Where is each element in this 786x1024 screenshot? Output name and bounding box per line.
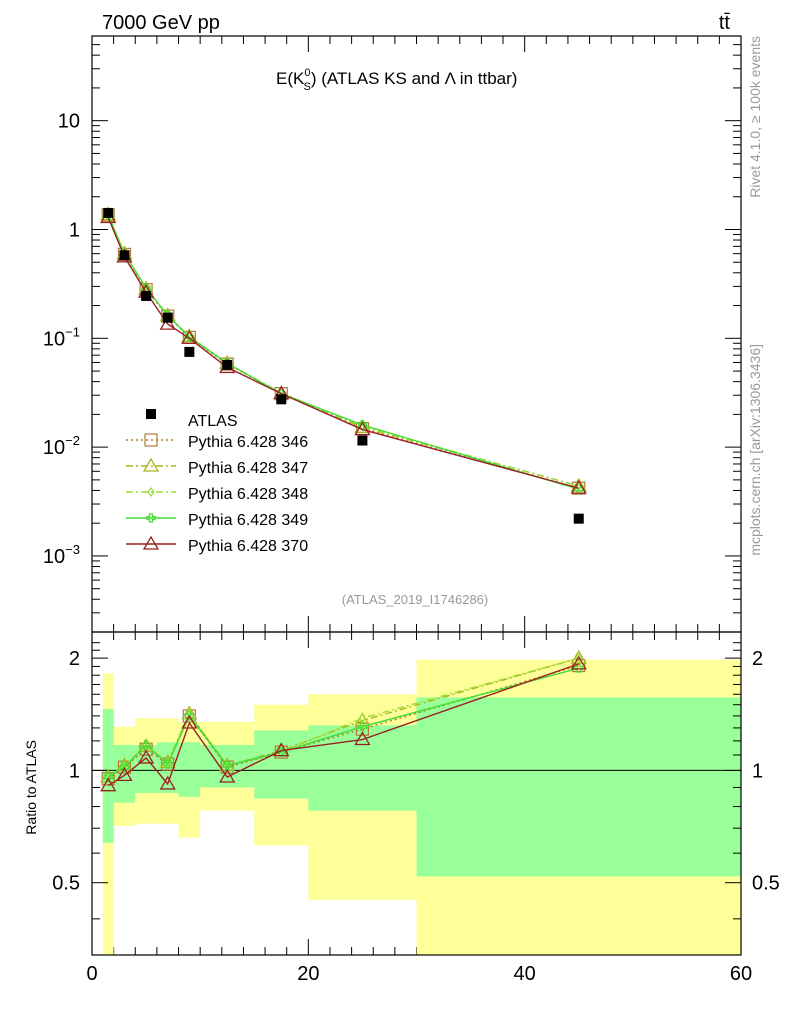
band-green [102, 709, 114, 843]
marker-cross [163, 759, 173, 769]
band-green [178, 742, 201, 797]
data-point [573, 513, 584, 524]
marker-diamond [575, 653, 583, 664]
legend-label-data: ATLAS [188, 413, 238, 430]
y-tick-label-base: 10 [43, 328, 65, 350]
plot-title: E(K0 S) (ATLAS KS and Λ in ttbar) [276, 67, 517, 93]
marker-cross [574, 484, 584, 494]
series-line-3 [107, 214, 579, 490]
marker-triangle [570, 655, 587, 670]
header-right: tt̄ [719, 12, 731, 34]
marker-triangle [181, 714, 198, 729]
y-tick-label: 10−3 [43, 542, 80, 568]
marker-triangle [354, 731, 371, 746]
y-tick-label: 10−2 [43, 433, 80, 459]
legend-label-3: Pythia 6.428 349 [188, 512, 308, 529]
marker-triangle [273, 742, 290, 757]
marker-triangle [570, 479, 587, 494]
x-tick-label: 0 [86, 963, 97, 985]
ratio-plot-area: 0 20 40 60 2 2 1 1 0.5 0.5 [52, 631, 780, 985]
ratio-series-line-2 [107, 657, 579, 778]
data-point [357, 435, 368, 446]
legend: ATLAS Pythia 6.428 346 Pythia 6.428 347 Pyt… [126, 409, 308, 555]
band-green [135, 744, 157, 793]
ratio-frame [91, 631, 742, 956]
analysis-label: (ATLAS_2019_I1746286) [342, 592, 488, 607]
marker-triangle [219, 768, 236, 783]
plot-title-sup: 0 [304, 67, 310, 79]
marker-triangle [137, 749, 155, 764]
marker-cross [276, 747, 286, 757]
y-tick-label: 10−1 [43, 324, 80, 350]
legend-label-1: Pythia 6.428 347 [188, 460, 308, 477]
marker-cross [103, 772, 113, 782]
x-tick-label: 60 [730, 963, 752, 985]
marker-triangle [181, 330, 198, 344]
legend-marker-data [146, 409, 156, 419]
marker-square [117, 247, 132, 262]
ratio-y-tick-label-right: 0.5 [752, 873, 780, 895]
data-point [222, 359, 233, 370]
marker-square [220, 357, 234, 371]
data-point [119, 250, 130, 261]
series-line-2 [107, 214, 579, 487]
plot-title-sub: S [303, 81, 310, 93]
marker-cross [141, 740, 151, 750]
data-point [276, 394, 287, 405]
marker-triangle [354, 421, 371, 436]
band-green [254, 730, 309, 799]
marker-cross [357, 722, 368, 732]
plot-title-suffix: ) (ATLAS KS and Λ in ttbar) [311, 69, 518, 88]
side-label-top: Rivet 4.1.0, ≥ 100k events [747, 36, 763, 198]
legend-label-2: Pythia 6.428 348 [188, 486, 308, 503]
marker-cross [146, 513, 156, 523]
marker-triangle [100, 777, 117, 792]
marker-cross [119, 762, 130, 772]
data-point [184, 346, 195, 357]
ratio-y-tick-label: 0.5 [52, 873, 80, 895]
legend-label-0: Pythia 6.428 346 [188, 434, 308, 451]
y-tick-label-base: 10 [43, 546, 65, 568]
series-line-0 [107, 214, 579, 489]
band-green [416, 697, 741, 877]
marker-triangle [159, 315, 176, 330]
legend-label-4: Pythia 6.428 370 [188, 538, 308, 555]
data-point [162, 312, 173, 323]
plot-title-main: E(K [276, 69, 305, 88]
x-tick-label: 40 [514, 963, 536, 985]
y-tick-label-exp: −1 [65, 324, 80, 339]
side-label-bottom: mcplots.cern.ch [arXiv:1306.3436] [747, 344, 763, 556]
marker-diamond [147, 487, 155, 497]
y-tick-label-base: 10 [58, 111, 80, 133]
data-point [141, 290, 152, 301]
marker-cross [222, 761, 232, 771]
marker-triangle [159, 775, 176, 790]
y-tick-label-base: 1 [69, 219, 80, 241]
y-tick-label-exp: −2 [65, 433, 80, 448]
marker-triangle [142, 535, 160, 550]
series-line-1 [107, 214, 579, 487]
y-tick-label: 1 [69, 219, 80, 241]
ratio-y-tick-label-right: 2 [752, 648, 763, 670]
marker-square [144, 433, 158, 447]
y-tick-label: 10 [58, 111, 80, 133]
y-tick-label-exp: −3 [65, 542, 80, 557]
x-tick-label: 20 [297, 963, 319, 985]
marker-triangle [142, 457, 160, 472]
ratio-y-tick-label: 2 [69, 648, 80, 670]
ratio-y-tick-label: 1 [69, 760, 80, 782]
marker-triangle [116, 767, 133, 781]
series-line-4 [107, 217, 579, 489]
header-left: 7000 GeV pp [102, 12, 220, 34]
ratio-series-line-4 [107, 663, 579, 787]
y-tick-label-base: 10 [43, 437, 65, 459]
ratio-ylabel: Ratio to ATLAS [23, 740, 39, 835]
ratio-y-tick-label-right: 1 [752, 760, 763, 782]
data-point [103, 207, 114, 218]
